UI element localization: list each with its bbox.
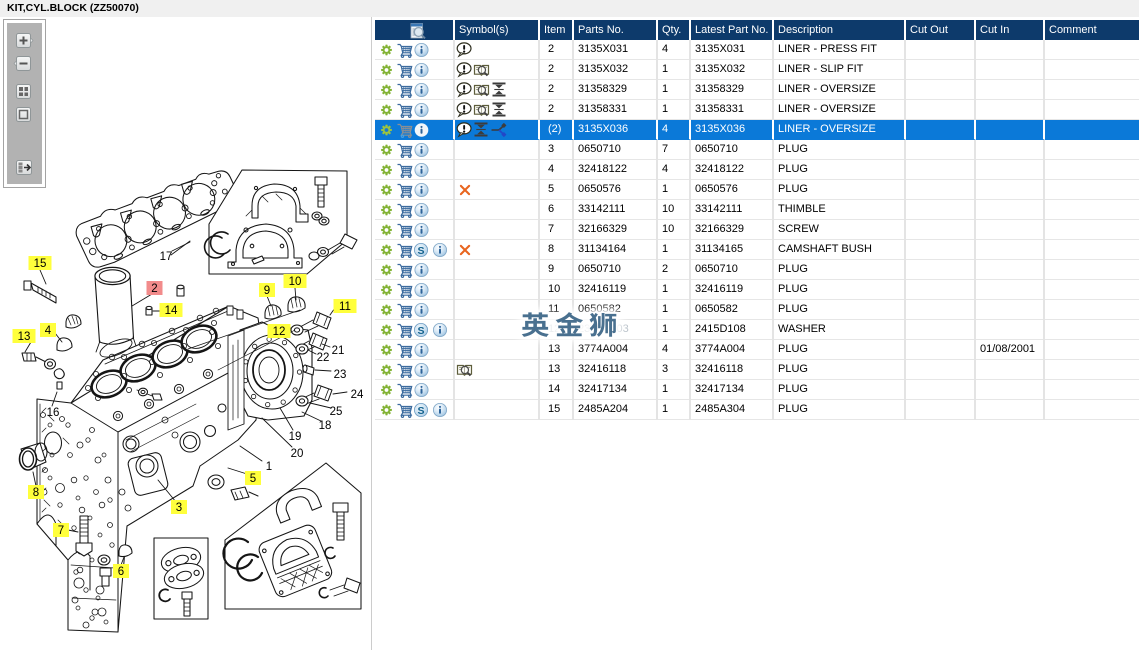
svg-text:10: 10 bbox=[289, 276, 302, 288]
svg-text:23: 23 bbox=[334, 369, 347, 381]
svg-text:9: 9 bbox=[264, 285, 270, 297]
svg-text:12: 12 bbox=[273, 326, 286, 338]
svg-text:2: 2 bbox=[151, 283, 157, 295]
svg-text:8: 8 bbox=[33, 487, 39, 499]
svg-text:25: 25 bbox=[330, 406, 343, 418]
svg-text:11: 11 bbox=[339, 301, 351, 313]
svg-text:17: 17 bbox=[160, 251, 173, 263]
svg-text:18: 18 bbox=[319, 420, 332, 432]
svg-text:22: 22 bbox=[317, 352, 330, 364]
svg-text:19: 19 bbox=[289, 431, 302, 443]
svg-text:13: 13 bbox=[18, 331, 31, 343]
svg-text:6: 6 bbox=[118, 566, 124, 578]
svg-text:7: 7 bbox=[58, 525, 64, 537]
svg-text:5: 5 bbox=[250, 473, 256, 485]
svg-text:14: 14 bbox=[165, 305, 178, 317]
svg-text:3: 3 bbox=[176, 502, 182, 514]
svg-text:20: 20 bbox=[291, 448, 304, 460]
svg-text:21: 21 bbox=[332, 345, 345, 357]
svg-text:24: 24 bbox=[351, 389, 364, 401]
svg-text:15: 15 bbox=[34, 258, 47, 270]
svg-text:16: 16 bbox=[47, 407, 60, 419]
svg-text:4: 4 bbox=[45, 325, 52, 337]
svg-text:1: 1 bbox=[266, 461, 272, 473]
